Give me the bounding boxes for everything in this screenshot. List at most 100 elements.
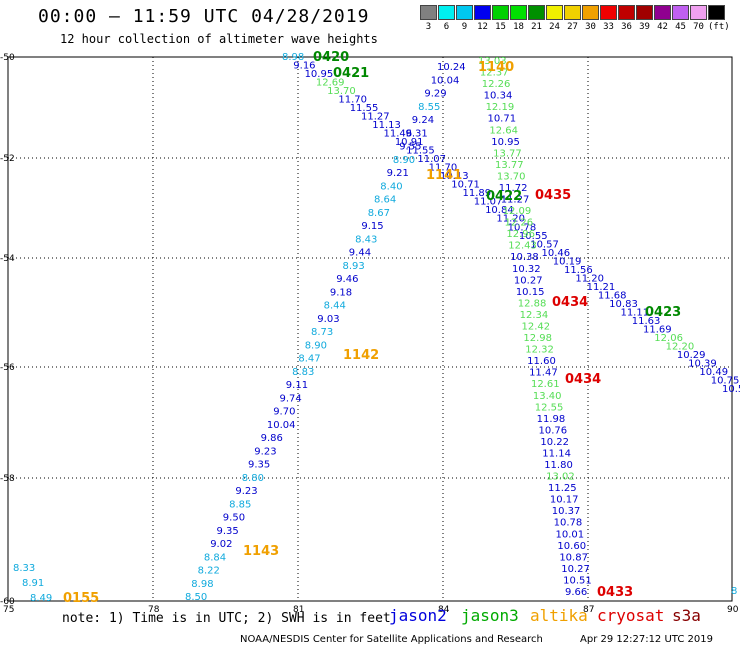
legend-label: 12 [477, 22, 488, 32]
swh-value: 10.55 [519, 231, 548, 242]
swh-value: 10.84 [485, 205, 514, 216]
swh-value: 11.07 [417, 154, 446, 165]
swh-value: 11.72 [499, 183, 528, 194]
swh-value: 9.15 [361, 221, 383, 232]
legend-label: 42 [657, 22, 668, 32]
swh-value: 11.80 [544, 460, 573, 471]
swh-value: 8.49 [30, 593, 52, 604]
lat-tick-label: -54 [0, 254, 15, 264]
legend-label: 27 [567, 22, 578, 32]
legend-label: 15 [495, 22, 506, 32]
satellite-name: cryosat [597, 606, 665, 625]
swh-value: 8.67 [368, 208, 390, 219]
map-title: 00:00 – 11:59 UTC 04/28/2019 [38, 6, 370, 27]
swh-value: 10.83 [609, 299, 638, 310]
swh-value: 12.42 [522, 322, 551, 333]
legend-label: 21 [531, 22, 542, 32]
lat-tick-label: -56 [0, 363, 15, 373]
legend-swatch [708, 5, 725, 20]
legend-swatch [438, 5, 455, 20]
swh-value: 12.26 [504, 218, 533, 229]
pass-time: 0422 [486, 189, 522, 204]
swh-value: 11.46 [384, 129, 413, 140]
lat-tick-label: -58 [0, 474, 15, 484]
swh-value: 11.27 [361, 112, 390, 123]
swh-value: 10.38 [510, 252, 539, 263]
legend-swatch [654, 5, 671, 20]
swh-value: 12.19 [486, 102, 515, 113]
swh-value: 9.66 [565, 587, 587, 598]
lat-tick-label: -60 [0, 597, 15, 607]
swh-value: 10.17 [550, 495, 579, 506]
swh-value: 13.70 [327, 86, 356, 97]
axis-ticks: 75 78 81 84 87 90 -50 -52 -54 -56 -58 -60 [0, 53, 739, 615]
swh-value: 11.14 [542, 448, 571, 459]
swh-value: 12.43 [508, 241, 537, 252]
swh-value: 13.03 [478, 56, 507, 67]
pass-time: 0434 [552, 295, 588, 310]
pass-time: 0155 [63, 591, 99, 606]
swh-value: 10.04 [431, 75, 460, 86]
swh-value: 10.15 [516, 287, 545, 298]
legend-label: 33 [603, 22, 614, 32]
swh-value: 11.21 [587, 282, 616, 293]
lon-tick-label: 87 [583, 605, 594, 615]
swh-value: 8.55 [418, 102, 440, 113]
generated-timestamp: Apr 29 12:27:12 UTC 2019 [580, 634, 713, 645]
swh-value: 11.55 [350, 103, 379, 114]
pass-time: 1143 [243, 544, 279, 559]
swh-value: 12.20 [666, 341, 695, 352]
swh-value: 12.32 [525, 345, 554, 356]
legend-swatch [456, 5, 473, 20]
swh-value: 10.78 [554, 518, 583, 529]
swh-value: 10.60 [557, 541, 586, 552]
map-frame [7, 56, 733, 602]
swh-value: 10.71 [487, 114, 516, 125]
swh-value: 8.84 [204, 552, 226, 563]
swh-value: 12.61 [531, 379, 560, 390]
legend-label: 9 [461, 22, 468, 32]
pass-time: 0435 [535, 188, 571, 203]
swh-value: 10.76 [539, 425, 568, 436]
satellite-name: jason2 [389, 606, 447, 625]
swh-value: 10.91 [395, 137, 424, 148]
swh-value: 9.74 [280, 393, 302, 404]
wave-height-labels: 8.989.1610.9512.6913.7011.7011.5511.2711… [13, 52, 740, 604]
swh-value: 8.43 [355, 234, 377, 245]
legend-swatch [546, 5, 563, 20]
swh-value: 8.64 [374, 195, 396, 206]
swh-value: 11.98 [537, 414, 566, 425]
pass-time: 0420 [313, 50, 349, 65]
swh-value: 12.64 [489, 125, 518, 136]
swh-value: 8.44 [324, 301, 346, 312]
swh-value: 9.23 [235, 486, 257, 497]
swh-value: 11.69 [643, 324, 672, 335]
legend-swatch [528, 5, 545, 20]
swh-value: 12.09 [503, 206, 532, 217]
legend-swatch [582, 5, 599, 20]
swh-value: 8.22 [198, 566, 220, 577]
legend-label: 39 [639, 22, 650, 32]
swh-value: 11.68 [598, 290, 627, 301]
map-grid [7, 56, 733, 602]
swh-value: 11.63 [632, 316, 661, 327]
swh-value: 10.27 [514, 275, 543, 286]
swh-value: 10.19 [553, 256, 582, 267]
swh-value: 8.91 [22, 578, 44, 589]
swh-value: 11.20 [575, 273, 604, 284]
swh-value: 8.93 [343, 261, 365, 272]
swh-value: 10.56 [722, 384, 740, 395]
swh-value: 11.89 [463, 188, 492, 199]
swh-value: 9.44 [349, 248, 371, 259]
swh-value: 10.46 [541, 248, 570, 259]
swh-value: 9.18 [330, 287, 352, 298]
legend-label: 70 [693, 22, 704, 32]
swh-value: 9.35 [217, 526, 239, 537]
swh-value: 13.70 [497, 171, 526, 182]
swh-value: 9.35 [248, 460, 270, 471]
legend-label: (ft) [708, 22, 730, 32]
swh-value: 9.86 [261, 433, 283, 444]
swh-value: 8.90 [305, 340, 327, 351]
swh-value: 10.95 [491, 137, 520, 148]
